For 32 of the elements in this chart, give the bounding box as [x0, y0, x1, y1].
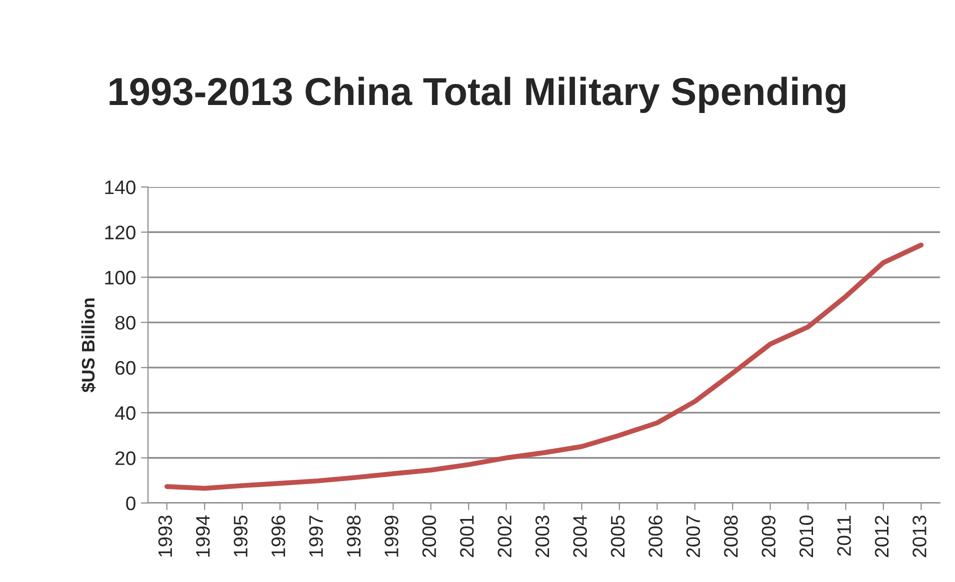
x-tick-label: 2011 [837, 516, 851, 556]
x-tick-label: 2012 [874, 516, 889, 558]
x-tick-label: 1998 [346, 516, 361, 557]
line-series [164, 242, 924, 491]
x-tick-label: 2006 [648, 516, 662, 558]
y-tick-label: 80 [115, 316, 136, 330]
y-tick-label: 120 [105, 226, 136, 240]
x-tick-label: 2010 [799, 516, 814, 558]
y-tick-label: 0 [126, 496, 136, 510]
x-tick-label: 2005 [610, 516, 625, 558]
chart-title: 1993-2013 China Total Military Spending [110, 76, 846, 114]
x-tick-label: 2007 [686, 516, 700, 558]
x-tick-label: 1997 [309, 516, 323, 557]
x-tick-label: 1996 [271, 516, 286, 557]
x-tick-label: 2002 [498, 516, 512, 558]
y-axis-title: $US Billion [81, 298, 96, 392]
x-tick-label: 1994 [196, 515, 210, 557]
x-tick-label: 2003 [535, 516, 550, 558]
y-tick-label: 140 [105, 180, 136, 194]
x-tick-label: 2004 [573, 515, 587, 558]
y-tick-label: 20 [116, 451, 136, 466]
x-tick-label: 1993 [158, 516, 172, 557]
y-tick-label: 100 [105, 270, 136, 285]
x-tick-label: 2008 [724, 516, 738, 558]
x-tick-label: 2013 [912, 516, 926, 558]
x-tick-label: 1995 [234, 516, 248, 557]
x-tick-label: 2001 [460, 516, 474, 558]
y-tick-label: 60 [116, 361, 136, 375]
x-tick-label: 1999 [384, 516, 398, 557]
y-tick-label: 40 [115, 406, 136, 420]
x-tick-label: 2009 [762, 516, 776, 558]
x-tick-label: 2000 [422, 516, 436, 558]
